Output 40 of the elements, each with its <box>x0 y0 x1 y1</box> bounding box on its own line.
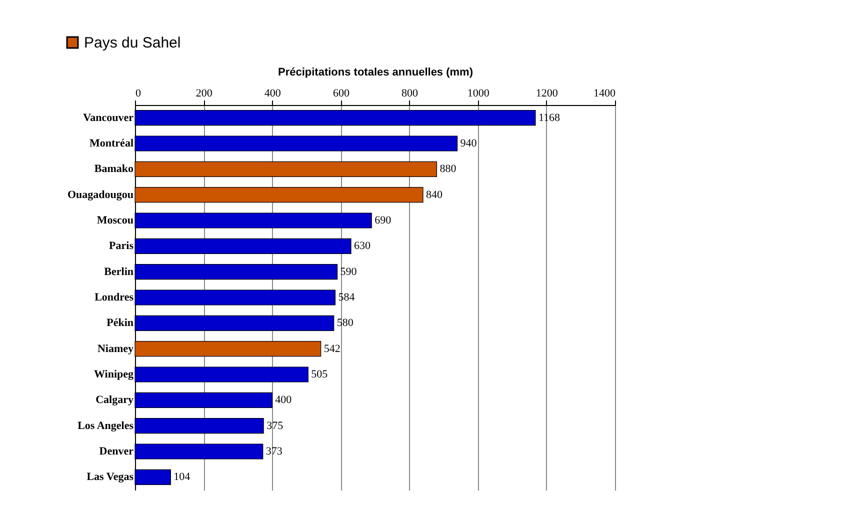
y-tick-label: Pékin <box>106 317 134 330</box>
y-tick-label: Las Vegas <box>86 471 134 484</box>
data-label: 940 <box>460 138 478 150</box>
data-label: 590 <box>340 266 358 278</box>
data-label: 542 <box>324 342 340 355</box>
y-tick-label: Berlin <box>104 266 134 278</box>
y-tick-label: Bamako <box>94 163 134 176</box>
data-label: 373 <box>266 446 283 458</box>
data-label: 1168 <box>538 112 561 124</box>
y-tick-label: Vancouver <box>83 112 134 124</box>
legend-label: Pays du Sahel <box>84 34 181 52</box>
data-label: 880 <box>440 163 457 176</box>
y-tick-label: Calgary <box>96 394 134 406</box>
y-tick-label: Los Angeles <box>78 420 134 432</box>
y-tick-label: Montréal <box>90 138 134 150</box>
data-label: 580 <box>336 317 354 330</box>
y-tick-label: Niamey <box>97 342 134 355</box>
x-tick-label: 1200 <box>536 88 558 100</box>
x-tick-label: 1000 <box>467 88 490 100</box>
x-tick-label: 1400 <box>594 88 616 100</box>
data-label: 505 <box>311 368 328 380</box>
data-label: 375 <box>266 420 284 432</box>
x-tick-label: 800 <box>402 88 419 100</box>
y-tick-label: Moscou <box>96 214 134 226</box>
data-label: 400 <box>275 394 292 406</box>
y-tick-label: Paris <box>109 240 134 252</box>
x-tick-label: 400 <box>264 88 282 100</box>
y-tick-label: Winipeg <box>94 368 134 380</box>
x-tick-label: 600 <box>332 88 350 100</box>
data-label: 840 <box>426 188 443 201</box>
data-label: 630 <box>354 240 371 252</box>
x-tick-label: 200 <box>196 88 213 100</box>
y-tick-label: Ouagadougou <box>67 188 134 201</box>
data-label: 104 <box>174 471 191 484</box>
x-axis-title: Précipitations totales annuelles (mm) <box>278 66 474 78</box>
data-label: 690 <box>374 214 392 226</box>
data-label: 584 <box>338 292 356 304</box>
y-tick-label: Denver <box>99 446 134 458</box>
x-tick-label: 0 <box>136 88 142 100</box>
y-tick-label: Londres <box>94 292 134 304</box>
